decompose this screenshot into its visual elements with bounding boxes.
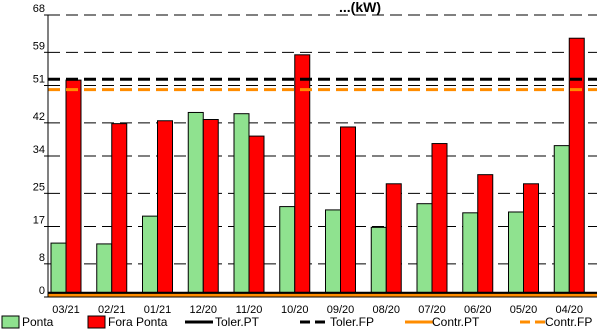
legend-swatch xyxy=(87,315,106,329)
bar-fora-ponta xyxy=(65,79,82,298)
y-tick-label: 51 xyxy=(33,74,45,86)
legend-label: Ponta xyxy=(22,315,54,329)
y-tick-label: 25 xyxy=(33,181,45,193)
bar-ponta xyxy=(508,211,524,298)
legend-label: Fora Ponta xyxy=(108,315,168,329)
x-tick-label: 03/21 xyxy=(52,304,80,316)
y-tick-label: 68 xyxy=(33,3,45,15)
x-tick-label: 07/20 xyxy=(418,304,446,316)
grid xyxy=(48,14,597,265)
bar-ponta xyxy=(187,111,204,298)
bar-ponta xyxy=(50,242,67,298)
chart-title: ...(kW) xyxy=(339,0,381,15)
x-tick-labels: 03/21 02/21 01/21 12/20 11/20 10/20 09/20 08/20… xyxy=(52,304,583,316)
legend-swatch xyxy=(1,315,20,329)
bar-ponta xyxy=(462,212,479,298)
x-tick-label: 12/20 xyxy=(189,304,217,316)
bar-ponta xyxy=(279,206,296,298)
y-tick-label: 34 xyxy=(33,144,45,156)
x-tick-label: 08/20 xyxy=(372,304,400,316)
bar-ponta xyxy=(233,113,250,298)
bar-fora-ponta xyxy=(568,37,585,298)
x-tick-label: 10/20 xyxy=(281,304,309,316)
y-tick-label: 8 xyxy=(39,252,45,264)
x-tick-label: 02/21 xyxy=(98,304,126,316)
x-tick-label: 05/20 xyxy=(510,304,538,316)
bar-ponta xyxy=(96,243,113,298)
x-tick-label: 11/20 xyxy=(236,304,263,316)
x-tick-label: 06/20 xyxy=(464,304,492,316)
y-tick-label: 59 xyxy=(33,40,45,52)
y-tick-label: 0 xyxy=(39,285,45,297)
bars xyxy=(50,37,585,298)
bar-fora-ponta xyxy=(523,183,539,298)
bar-ponta xyxy=(553,145,570,298)
bar-fora-ponta xyxy=(111,123,128,298)
bar-ponta xyxy=(370,226,387,298)
x-tick-label: 04/20 xyxy=(555,304,583,316)
legend-label: Contr.PT xyxy=(432,315,480,329)
y-tick-label: 42 xyxy=(33,111,45,123)
legend: Ponta Fora Ponta Toler.PT Toler.FP Contr.PT C… xyxy=(1,315,592,329)
bar-fora-ponta xyxy=(248,135,265,298)
bar-ponta xyxy=(416,203,433,298)
y-tick-label: 17 xyxy=(33,215,45,227)
bar-fora-ponta xyxy=(157,120,173,298)
legend-label: Toler.FP xyxy=(330,315,374,329)
legend-label: Toler.PT xyxy=(215,315,260,329)
reference-lines xyxy=(48,77,597,297)
bar-fora-ponta xyxy=(477,174,494,298)
x-tick-label: 09/20 xyxy=(327,304,355,316)
y-tick-labels: 0 8 17 25 34 42 51 59 68 xyxy=(33,3,48,298)
bar-ponta xyxy=(325,209,341,298)
bar-fora-ponta xyxy=(431,143,448,298)
bar-fora-ponta xyxy=(202,119,219,298)
bar-fora-ponta xyxy=(340,126,356,298)
bar-fora-ponta xyxy=(385,183,402,298)
x-tick-label: 01/21 xyxy=(144,304,172,316)
bar-ponta xyxy=(142,215,158,298)
legend-label: Contr.FP xyxy=(545,315,592,329)
